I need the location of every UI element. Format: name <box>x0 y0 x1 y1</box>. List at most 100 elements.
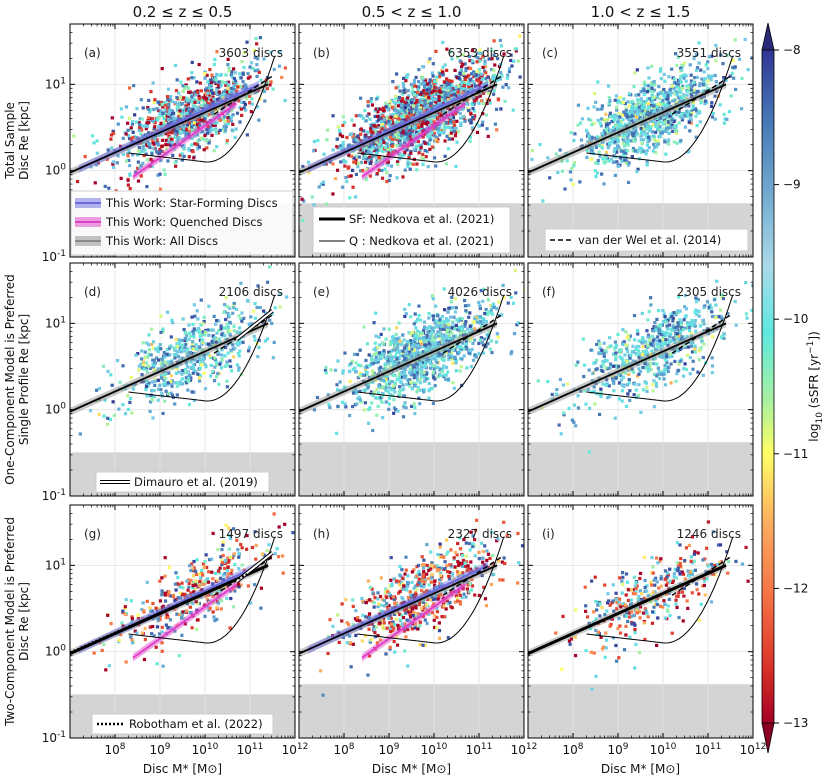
data-point <box>160 367 164 371</box>
data-point <box>241 80 245 84</box>
data-point <box>229 364 233 369</box>
data-point <box>445 80 449 85</box>
data-point <box>476 56 480 60</box>
data-point <box>620 124 625 128</box>
data-point <box>481 102 485 106</box>
data-point <box>160 391 164 396</box>
data-point <box>186 77 190 81</box>
data-point <box>626 111 630 115</box>
data-point <box>347 145 351 149</box>
data-point <box>649 125 653 129</box>
data-point <box>225 141 229 145</box>
data-point <box>226 63 230 67</box>
data-point <box>699 101 703 105</box>
data-point <box>459 121 463 125</box>
data-point <box>684 109 689 114</box>
data-point <box>167 108 171 112</box>
data-point <box>152 363 157 368</box>
data-point <box>200 103 204 108</box>
data-point <box>606 142 610 146</box>
data-point <box>191 340 195 344</box>
data-point <box>173 130 177 134</box>
data-point <box>400 92 405 96</box>
data-point <box>704 89 708 93</box>
data-point <box>689 118 693 122</box>
data-point <box>156 358 161 362</box>
data-point <box>139 98 143 102</box>
data-point <box>417 108 422 112</box>
data-point <box>440 100 444 104</box>
data-point <box>467 85 471 89</box>
data-point <box>490 67 494 72</box>
data-point <box>422 85 427 89</box>
data-point <box>134 170 138 174</box>
data-point <box>135 136 139 140</box>
data-point <box>688 63 692 67</box>
data-point <box>205 86 209 90</box>
data-point <box>441 73 445 77</box>
data-point <box>400 120 404 124</box>
data-point <box>659 132 663 136</box>
data-point <box>126 128 130 132</box>
data-point <box>452 92 456 97</box>
data-point <box>652 142 656 146</box>
data-point <box>381 122 385 126</box>
data-point <box>189 365 194 370</box>
data-point <box>126 134 131 138</box>
data-point <box>203 122 207 126</box>
data-point <box>421 81 425 86</box>
data-point <box>447 134 451 138</box>
data-point <box>623 102 627 106</box>
data-point <box>164 389 168 393</box>
data-point <box>450 79 454 83</box>
data-point <box>184 367 188 372</box>
data-point <box>410 131 414 136</box>
data-point <box>428 87 432 91</box>
data-point <box>148 400 153 404</box>
data-point <box>202 101 206 105</box>
data-point <box>95 151 99 155</box>
data-point <box>627 129 631 133</box>
data-point <box>397 128 402 132</box>
data-point <box>222 90 226 94</box>
data-point <box>191 322 195 327</box>
data-point <box>487 90 491 94</box>
data-point <box>369 157 373 161</box>
data-point <box>190 390 194 394</box>
data-point <box>651 122 656 127</box>
data-point <box>639 122 644 126</box>
data-point <box>452 95 456 99</box>
data-point <box>128 164 132 168</box>
data-point <box>680 63 684 67</box>
data-point <box>400 103 404 107</box>
data-point <box>693 75 697 80</box>
data-point <box>370 133 374 137</box>
data-point <box>206 125 210 129</box>
data-point <box>247 345 251 350</box>
data-point <box>205 73 209 77</box>
data-point <box>410 98 414 102</box>
data-point <box>256 68 260 72</box>
data-point <box>210 328 215 332</box>
data-point <box>348 196 352 200</box>
data-point <box>248 94 252 98</box>
data-point <box>131 130 135 134</box>
data-point <box>106 148 110 152</box>
data-point <box>451 87 455 91</box>
data-point <box>134 120 139 124</box>
data-point <box>455 55 460 60</box>
data-point <box>217 83 221 87</box>
data-point <box>415 168 419 172</box>
data-point <box>112 131 116 135</box>
data-point <box>458 116 463 120</box>
data-point <box>654 121 658 125</box>
data-point <box>417 151 421 155</box>
data-point <box>154 141 159 145</box>
data-point <box>133 135 137 139</box>
data-point <box>407 137 411 141</box>
data-point <box>710 54 714 58</box>
data-point <box>75 179 80 184</box>
data-point <box>176 115 181 119</box>
data-point <box>220 358 224 362</box>
